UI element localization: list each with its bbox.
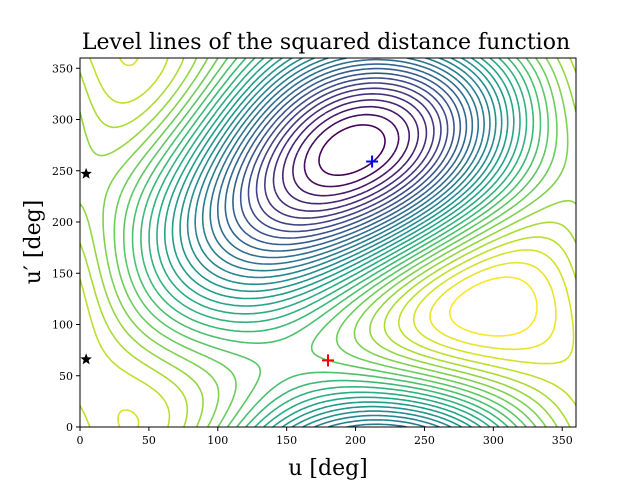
contour-line [292,105,410,197]
star-marker-upper [80,167,92,179]
x-tick-label: 50 [142,434,156,447]
contour-line [148,58,528,427]
y-tick-label: 0 [66,421,73,434]
contour-line [264,87,435,219]
contour-line [232,67,462,246]
plot-area [80,58,576,427]
contour-line [102,58,569,427]
y-tick-label: 250 [52,165,73,178]
y-tick-label: 200 [52,216,73,229]
contour-line [164,58,515,427]
contour-line [272,93,428,212]
contour-line [303,113,400,188]
y-tick-label: 150 [52,267,73,280]
contour-line [80,58,576,427]
contour-line [282,99,420,205]
contour-line [194,58,491,427]
x-tick-label: 300 [483,434,504,447]
contour-line [255,82,442,226]
y-tick-label: 350 [52,62,73,75]
contour-line [140,58,535,427]
x-axis-label: u [deg] [288,456,368,480]
x-tick-label: 150 [276,434,297,447]
star-marker-lower [80,353,92,365]
contour-line [113,58,558,427]
chart-title: Level lines of the squared distance func… [82,30,570,55]
contour-line [318,124,386,176]
contour-line [131,58,542,427]
x-tick-label: 200 [345,434,366,447]
y-tick-label: 300 [52,114,73,127]
contour-line [449,276,538,337]
x-tick-label: 0 [77,434,84,447]
contour-line [239,72,455,239]
x-tick-label: 350 [552,434,573,447]
y-axis-label: u′ [deg] [21,200,46,285]
plot-frame [79,57,577,428]
contour-line [224,63,468,252]
x-tick-label: 100 [207,434,228,447]
axis-ticks: 0 50 100 150 200 250 300 350 0 50 100 150 200 250 300 3… [52,62,573,447]
contour-line [123,58,549,427]
contour-line [80,58,576,427]
contour-line [171,58,509,427]
blue-plus-marker [366,155,379,168]
y-tick-label: 100 [52,319,73,332]
red-plus-marker [322,354,334,367]
contour-line [247,77,449,233]
contour-line [217,58,474,259]
y-tick-label: 50 [59,370,73,383]
x-tick-label: 250 [414,434,435,447]
contour-line [429,261,557,351]
contour-line [117,58,575,427]
